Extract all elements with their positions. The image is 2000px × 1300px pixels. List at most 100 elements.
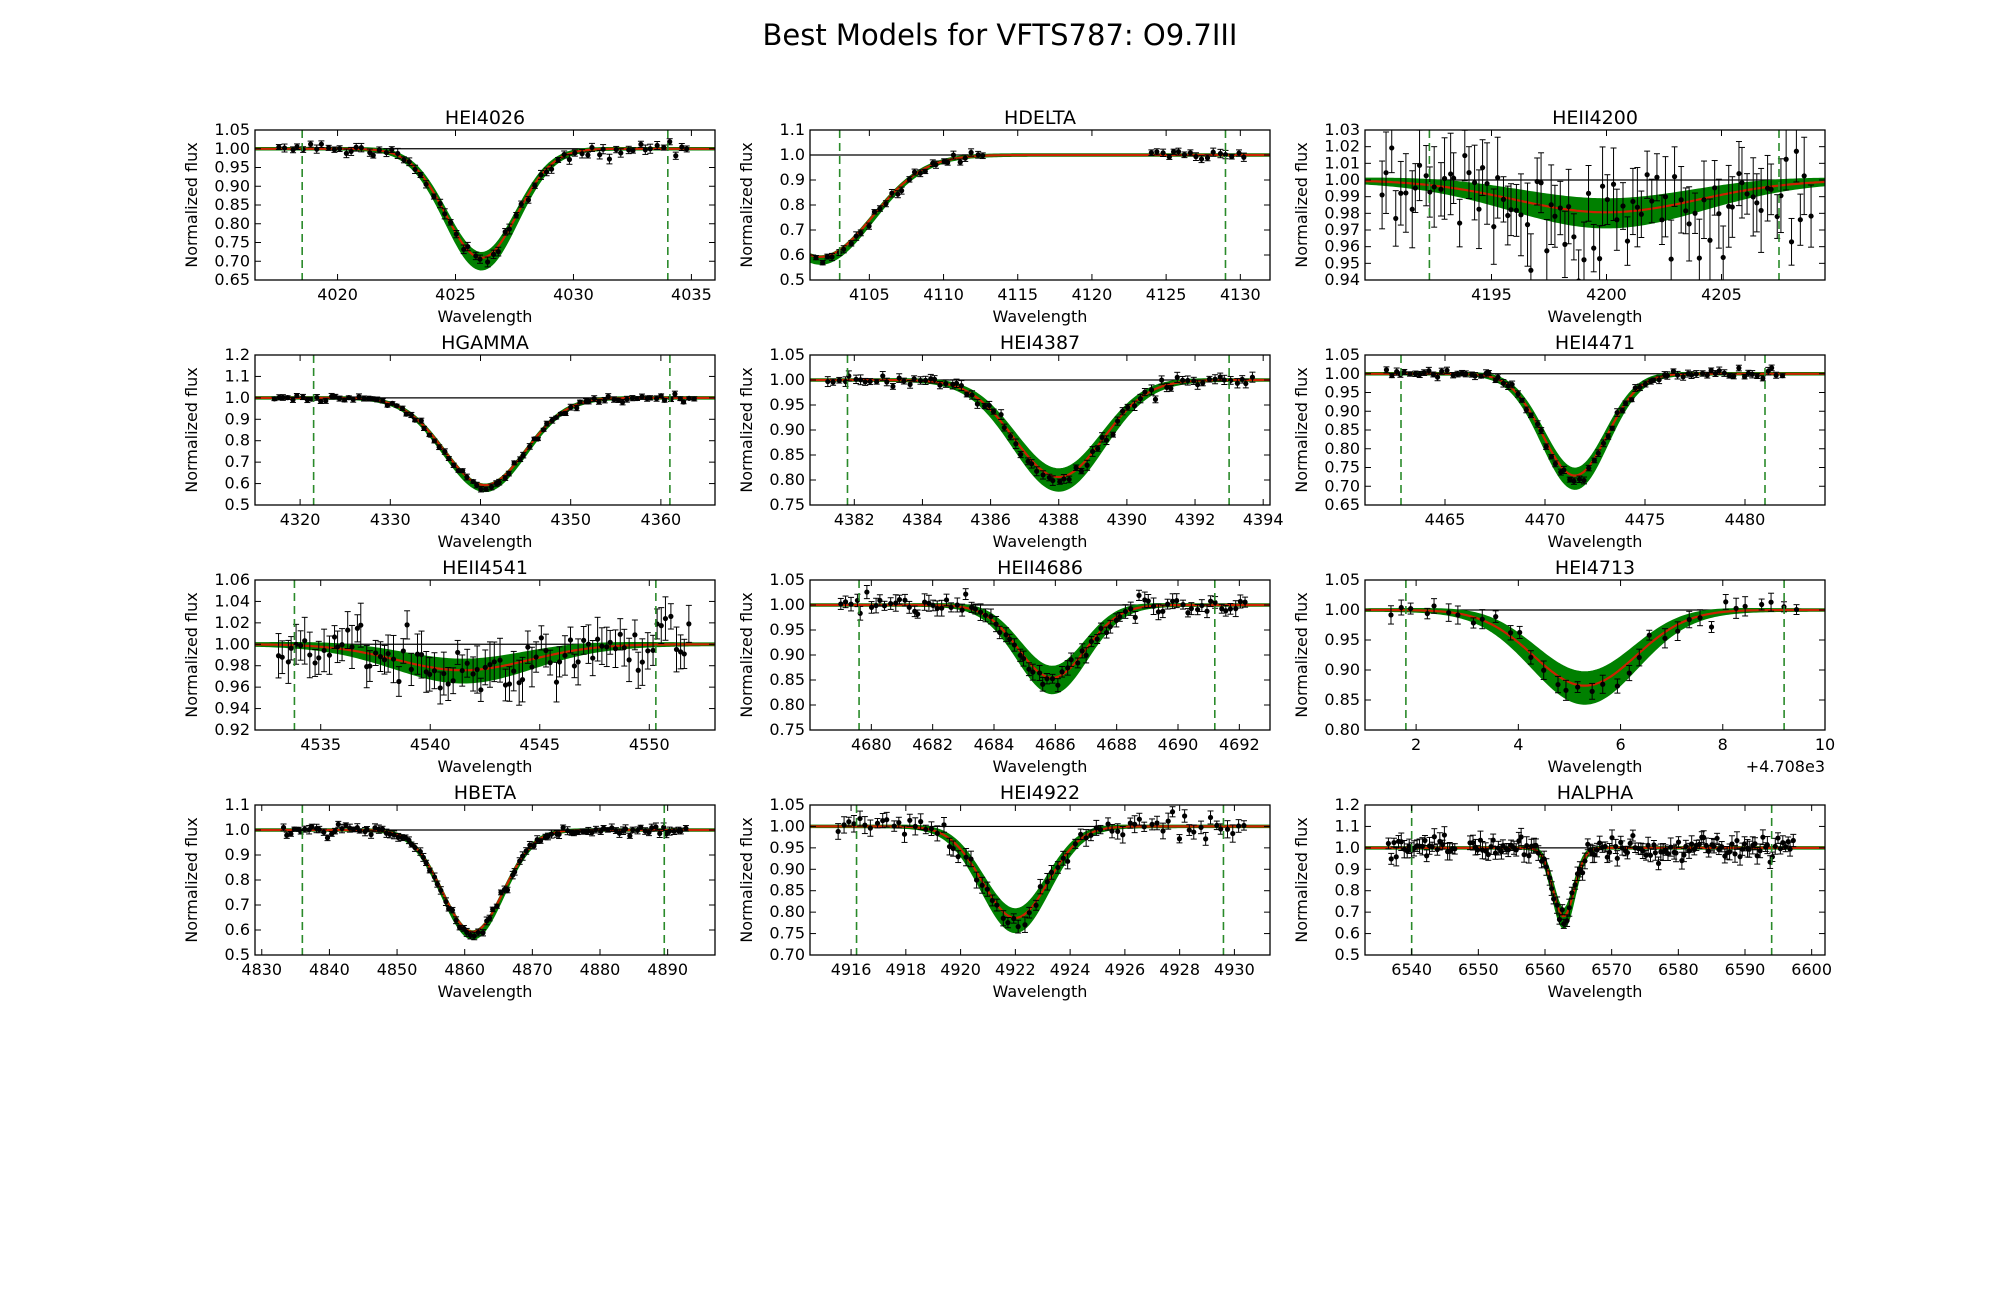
x-axis-label: Wavelength	[1548, 307, 1643, 326]
data-point	[998, 411, 1004, 418]
data-point	[385, 650, 391, 657]
data-point	[406, 837, 412, 843]
y-axis-label: Normalized flux	[737, 367, 756, 493]
y-tick-label: 0.6	[1335, 924, 1360, 943]
data-point	[1597, 840, 1603, 846]
data-point	[518, 201, 524, 207]
data-point	[1034, 468, 1040, 474]
data-point	[323, 398, 329, 404]
data-point	[400, 648, 406, 654]
data-point	[1714, 835, 1720, 841]
data-point	[968, 856, 974, 862]
y-tick-label: 0.85	[769, 445, 805, 464]
y-axis-label: Normalized flux	[1292, 367, 1311, 493]
data-point	[1754, 200, 1760, 206]
x-tick-label: 4830	[241, 960, 282, 979]
data-point	[271, 396, 278, 402]
data-point	[1636, 654, 1642, 661]
data-point	[1005, 920, 1011, 926]
data-point	[1716, 211, 1722, 217]
data-point	[543, 647, 549, 654]
data-point	[922, 377, 929, 383]
data-point	[624, 396, 630, 402]
data-point	[1757, 848, 1763, 854]
data-point	[597, 152, 603, 158]
data-point	[679, 144, 685, 150]
data-point	[853, 376, 859, 382]
data-point	[1505, 212, 1511, 219]
data-point	[1734, 837, 1740, 844]
data-point	[950, 845, 956, 852]
data-point	[575, 829, 581, 835]
data-point	[589, 829, 595, 836]
data-points	[275, 138, 690, 268]
y-tick-label: 1.03	[1324, 120, 1360, 139]
panel-hdelta: 4105 4110 4115 4120 4125 4130 0.5 0.6 0.7 0.8 0.9 1…	[737, 107, 1271, 326]
data-point	[1739, 180, 1745, 186]
data-point	[1591, 457, 1597, 464]
data-point	[888, 600, 894, 607]
data-point	[506, 226, 512, 232]
data-point	[1586, 465, 1592, 471]
data-point	[418, 418, 424, 424]
data-point	[884, 379, 890, 385]
data-point	[379, 826, 386, 832]
x-tick-label: 4475	[1625, 510, 1666, 529]
data-point	[365, 396, 372, 402]
best-fit-line	[255, 147, 715, 259]
data-point	[1186, 827, 1192, 833]
data-point	[1148, 150, 1154, 156]
x-tick-label: 4130	[1220, 285, 1261, 304]
data-point	[585, 152, 591, 158]
data-point	[567, 637, 574, 643]
data-point	[1404, 848, 1410, 854]
data-point	[1210, 149, 1216, 155]
y-tick-label: 0.75	[769, 495, 805, 514]
data-point	[868, 604, 875, 611]
data-point	[1208, 598, 1214, 604]
y-axis-label: Normalized flux	[737, 592, 756, 718]
data-point	[1638, 211, 1644, 217]
y-tick-label: 0.75	[1324, 458, 1360, 477]
x-tick-label: 4916	[831, 960, 872, 979]
data-point	[600, 825, 607, 831]
data-point	[342, 397, 348, 403]
x-tick-label: 4465	[1425, 510, 1466, 529]
data-point	[1697, 615, 1703, 621]
data-point	[994, 902, 1000, 908]
data-point	[1582, 858, 1588, 864]
data-point	[639, 394, 645, 400]
data-point	[1754, 853, 1760, 859]
data-point	[312, 660, 318, 666]
data-point	[1552, 213, 1558, 219]
data-point	[880, 373, 886, 379]
data-point	[605, 393, 611, 400]
data-point	[968, 149, 974, 156]
data-point	[442, 211, 448, 217]
data-point	[1686, 221, 1692, 227]
data-point	[1619, 407, 1625, 414]
data-point	[862, 379, 868, 385]
data-point	[857, 377, 864, 383]
model-band	[1365, 607, 1825, 705]
y-tick-label: 0.97	[1324, 220, 1360, 239]
plot-area	[810, 355, 1270, 505]
data-point	[358, 622, 364, 628]
data-points	[824, 370, 1256, 486]
data-point	[1406, 843, 1412, 849]
data-point	[418, 651, 425, 658]
x-tick-label: 4680	[851, 735, 892, 754]
model-band	[1365, 371, 1825, 490]
data-point	[420, 854, 426, 861]
y-tick-label: 0.94	[1324, 270, 1360, 289]
data-point	[1044, 676, 1050, 682]
data-point	[390, 656, 397, 662]
data-point	[638, 824, 644, 830]
data-point	[541, 427, 547, 433]
data-point	[647, 395, 653, 401]
data-point	[490, 906, 496, 912]
y-tick-label: 0.85	[769, 881, 805, 900]
data-point	[901, 831, 908, 837]
data-point	[316, 655, 322, 661]
